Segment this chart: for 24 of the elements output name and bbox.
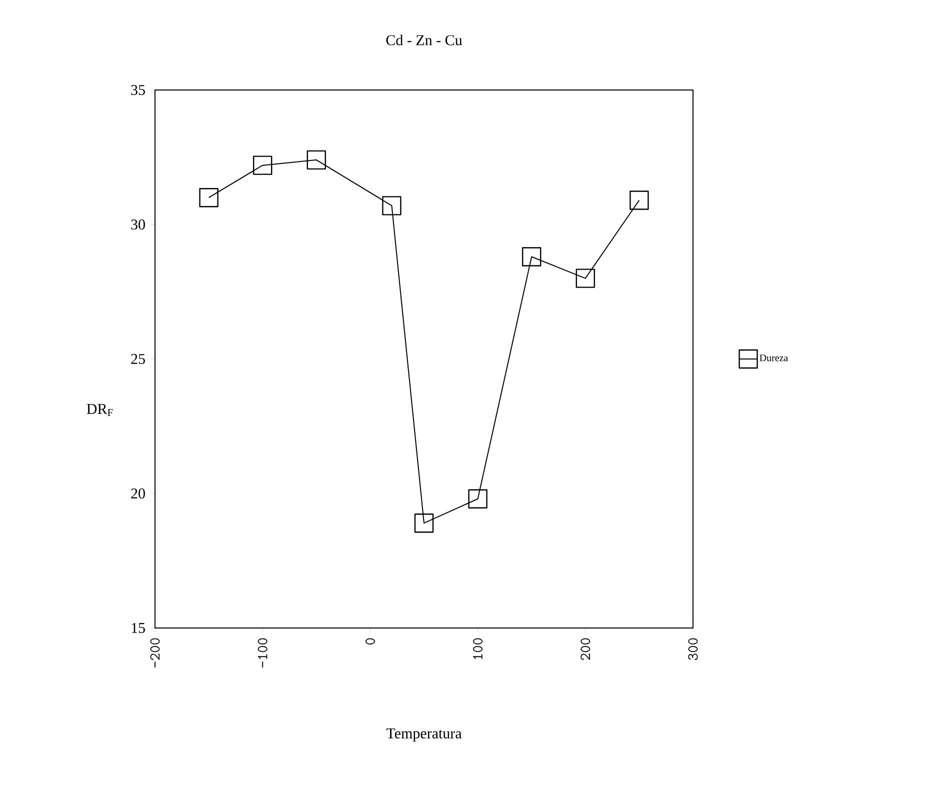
- y-tick-label: 25: [131, 354, 145, 364]
- x-tick-label: 300: [688, 638, 698, 660]
- y-tick-label: 35: [131, 84, 145, 96]
- x-tick-label: -100: [258, 638, 268, 668]
- x-tick-label: 0: [365, 638, 375, 644]
- y-tick-label: 15: [132, 622, 145, 634]
- legend-label: Dureza: [760, 354, 788, 362]
- y-axis-title: DR$_{F}$: [86, 404, 113, 416]
- y-tick-label: 20: [131, 488, 145, 499]
- point: [522, 247, 542, 266]
- point: [199, 188, 218, 208]
- point: [468, 489, 488, 508]
- point: [576, 268, 595, 288]
- x-tick-label: 100: [473, 638, 483, 660]
- point: [253, 156, 272, 175]
- x-axis-title: Temperatura: [386, 728, 462, 742]
- point: [382, 196, 402, 216]
- x-tick-label: -200: [150, 638, 160, 668]
- y-tick-label: 30: [131, 219, 145, 230]
- point: [306, 150, 326, 170]
- x-tick-label: 200: [580, 638, 590, 660]
- point: [630, 190, 649, 210]
- point: [414, 513, 434, 533]
- chart-title: Cd - Zn - Cu: [386, 34, 462, 46]
